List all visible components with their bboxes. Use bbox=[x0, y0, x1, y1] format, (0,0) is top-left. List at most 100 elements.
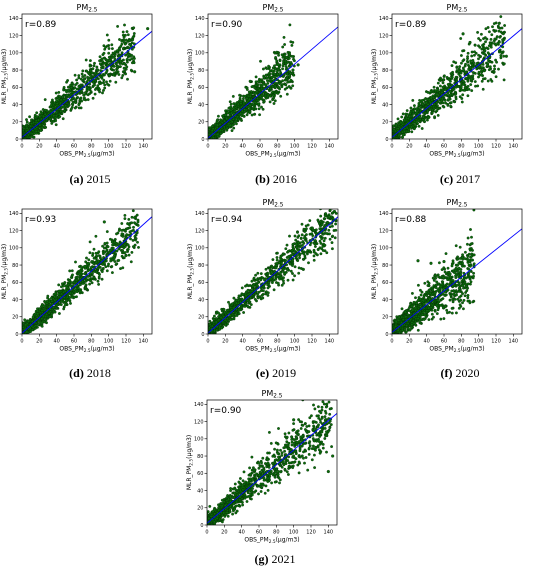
scatter-point bbox=[84, 277, 88, 281]
scatter-point bbox=[244, 108, 248, 112]
scatter-point bbox=[232, 107, 236, 110]
scatter-point bbox=[98, 59, 102, 63]
scatter-point bbox=[55, 102, 59, 105]
scatter-point bbox=[408, 115, 412, 119]
x-axis-label: OBS_PM2.5(µg/m3) bbox=[429, 151, 484, 160]
scatter-point bbox=[469, 83, 473, 87]
scatter-point bbox=[110, 43, 114, 47]
caption-2017: (c) 2017 bbox=[380, 172, 540, 187]
x-tick-label: 120 bbox=[121, 339, 131, 345]
scatter-point bbox=[234, 102, 238, 106]
scatter-point bbox=[454, 92, 458, 96]
scatter-point bbox=[239, 112, 243, 115]
scatter-point bbox=[442, 105, 446, 109]
scatter-point bbox=[91, 67, 95, 71]
scatter-point bbox=[110, 271, 114, 275]
scatter-point bbox=[91, 96, 95, 100]
scatter-point bbox=[494, 37, 498, 41]
scatter-point bbox=[245, 86, 249, 90]
x-tick-label: 140 bbox=[509, 144, 519, 150]
scatter-point bbox=[113, 240, 116, 244]
scatter-point bbox=[118, 242, 121, 245]
scatter-point bbox=[77, 84, 81, 88]
caption-2018: (d) 2018 bbox=[10, 366, 170, 381]
x-tick-label: 20 bbox=[406, 144, 412, 150]
scatter-point bbox=[110, 265, 114, 268]
x-tick-label: 100 bbox=[104, 144, 114, 150]
scatter-point bbox=[127, 46, 131, 50]
scatter-point bbox=[210, 124, 214, 128]
scatter-point bbox=[124, 242, 127, 246]
scatter-point bbox=[101, 91, 104, 95]
scatter-point bbox=[65, 295, 69, 299]
scatter-point bbox=[297, 271, 301, 275]
scatter-point bbox=[258, 113, 262, 117]
scatter-point bbox=[216, 123, 219, 127]
scatter-point bbox=[403, 130, 406, 134]
scatter-point bbox=[43, 125, 47, 129]
scatter-point bbox=[86, 269, 90, 273]
scatter-point bbox=[465, 59, 469, 63]
scatter-point bbox=[105, 230, 109, 234]
scatter-point bbox=[288, 70, 292, 74]
scatter-point bbox=[65, 80, 69, 84]
scatter-point bbox=[469, 66, 473, 70]
y-tick-label: 20 bbox=[12, 315, 18, 321]
scatter-point bbox=[103, 86, 107, 90]
scatter-point bbox=[87, 87, 91, 91]
scatter-point bbox=[54, 123, 58, 127]
scatter-point bbox=[27, 319, 30, 323]
scatter-point bbox=[268, 75, 271, 79]
scatter-point bbox=[117, 247, 121, 251]
scatter-point bbox=[460, 88, 464, 92]
x-tick-label: 40 bbox=[239, 144, 245, 150]
scatter-point bbox=[104, 58, 108, 62]
scatter-point bbox=[248, 110, 252, 114]
scatter-point bbox=[98, 90, 102, 94]
scatter-point bbox=[65, 93, 69, 97]
scatter-point bbox=[448, 93, 452, 97]
scatter-point bbox=[41, 108, 45, 111]
scatter-point bbox=[256, 97, 260, 100]
scatter-point bbox=[495, 60, 499, 64]
scatter-point bbox=[127, 253, 131, 257]
scatter-point bbox=[37, 129, 40, 133]
x-tick-label: 100 bbox=[104, 339, 114, 345]
scatter-point bbox=[53, 310, 57, 314]
scatter-point bbox=[416, 119, 420, 122]
scatter-point bbox=[460, 100, 464, 104]
scatter-point bbox=[71, 273, 74, 277]
fit-line bbox=[22, 30, 152, 138]
scatter-point bbox=[279, 94, 283, 98]
scatter-point bbox=[480, 68, 484, 72]
scatter-point bbox=[108, 79, 112, 83]
scatter-point bbox=[222, 125, 226, 129]
scatter-point bbox=[79, 77, 83, 81]
scatter-point bbox=[89, 69, 93, 73]
scatter-point bbox=[35, 315, 39, 319]
scatter-point bbox=[230, 120, 234, 124]
scatter-point bbox=[442, 74, 446, 78]
scatter-point bbox=[25, 123, 29, 127]
scatter-point bbox=[126, 243, 130, 247]
scatter-point bbox=[227, 106, 231, 110]
scatter-point bbox=[117, 73, 121, 76]
scatter-point bbox=[83, 74, 87, 77]
scatter-point bbox=[481, 62, 485, 66]
scatter-point bbox=[86, 266, 90, 270]
scatter-point bbox=[40, 317, 44, 321]
scatter-point bbox=[125, 30, 129, 34]
scatter-point bbox=[502, 78, 506, 82]
scatter-point bbox=[135, 213, 139, 217]
scatter-point bbox=[421, 115, 425, 119]
scatter-point bbox=[450, 64, 454, 68]
scatter-point bbox=[45, 118, 48, 122]
scatter-point bbox=[54, 292, 58, 296]
scatter-point bbox=[435, 92, 439, 96]
scatter-point bbox=[78, 98, 82, 102]
scatter-point bbox=[59, 285, 63, 289]
scatter-point bbox=[221, 116, 225, 119]
scatter-point bbox=[481, 43, 484, 47]
scatter-point bbox=[260, 84, 264, 88]
scatter-point bbox=[436, 113, 440, 117]
